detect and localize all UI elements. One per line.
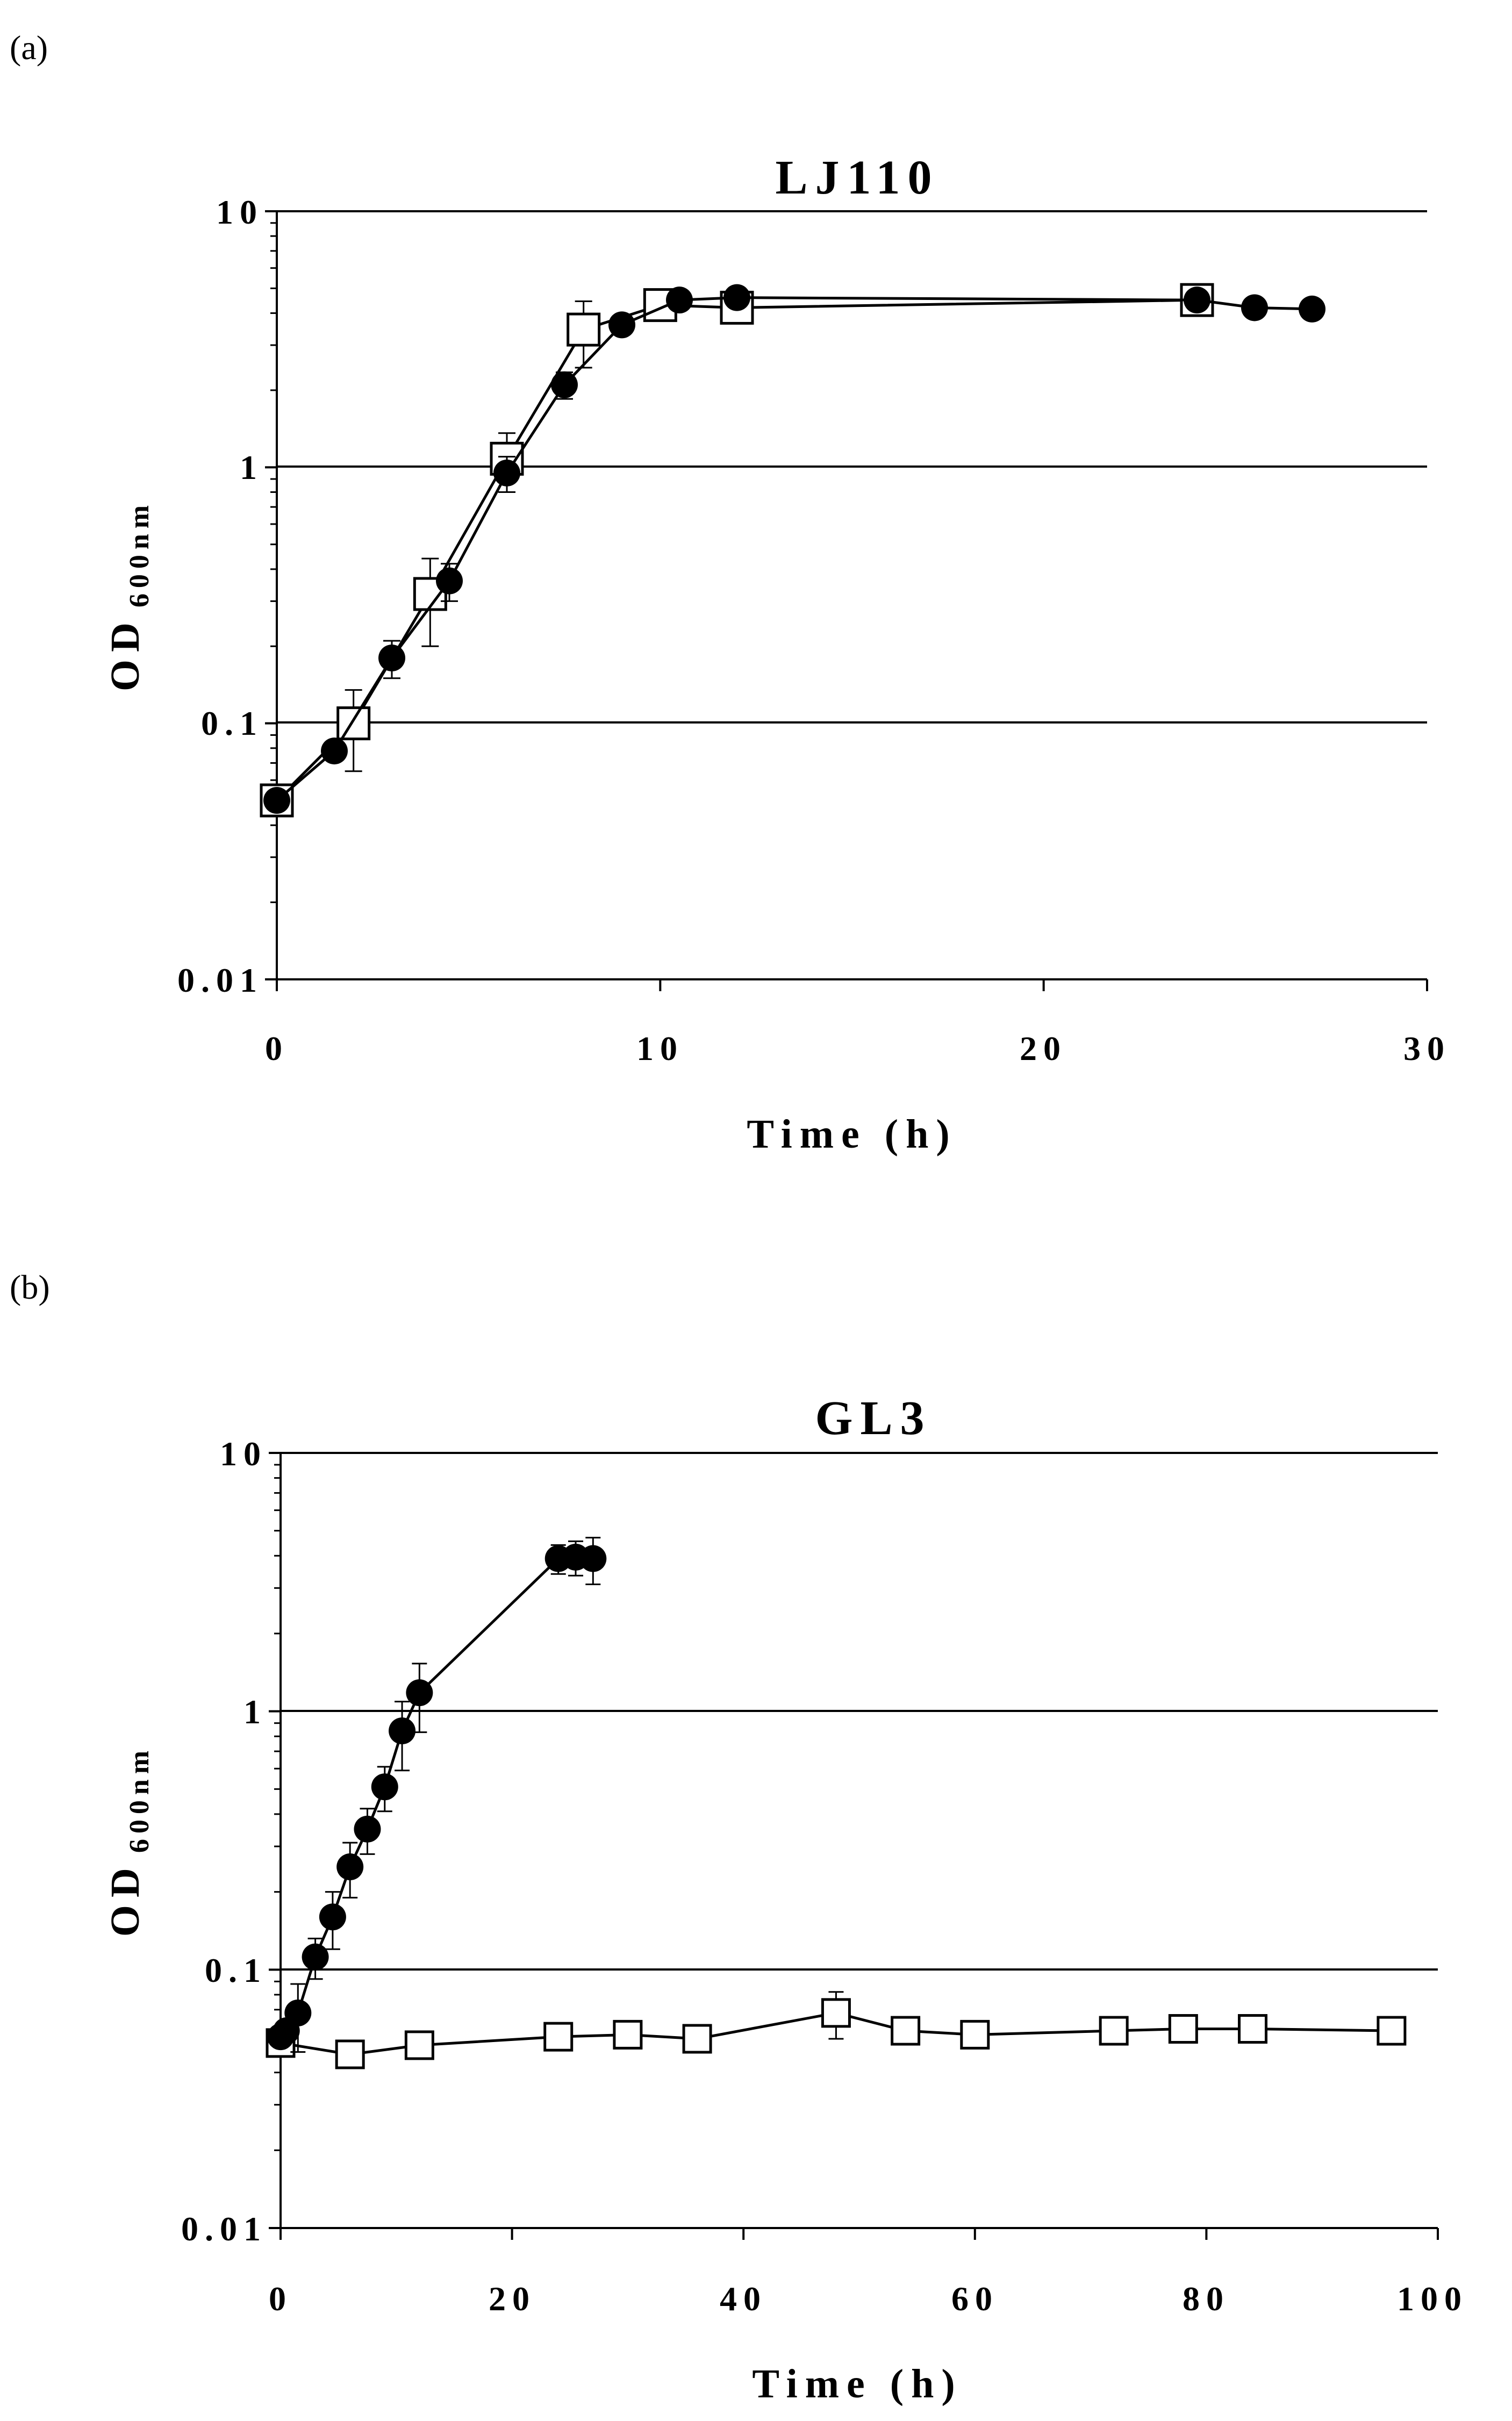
- data-point-circle: [1299, 295, 1325, 323]
- data-point-square: [567, 312, 601, 347]
- data-point-circle: [284, 1999, 312, 2026]
- panel-b-x-ticks: [280, 2228, 1439, 2240]
- panel-a: (a) LJ110 10 1 0.1 0.01 0 10 20 30 Time …: [10, 28, 1451, 1157]
- data-point-circle: [263, 787, 290, 814]
- panel-a-y-axis-title-main: OD: [103, 615, 148, 691]
- data-point-square: [613, 2019, 643, 2050]
- panel-a-label: (a): [10, 28, 48, 67]
- data-point-circle: [666, 286, 693, 314]
- data-point-circle: [579, 1545, 607, 1572]
- panel-b-xtick-label-0: 0: [269, 2280, 292, 2318]
- panel-b-xtick-label-20: 20: [489, 2280, 536, 2318]
- data-point-circle: [1241, 294, 1268, 321]
- panel-b-series: [266, 1537, 1407, 2069]
- data-point-circle: [336, 1853, 364, 1881]
- svg-text:OD 600nm: OD 600nm: [103, 1745, 155, 1937]
- panel-b-label: (b): [10, 1268, 50, 1306]
- panel-b-ytick-label-1: 1: [243, 1693, 267, 1731]
- panel-b: (b) GL3 10 1 0.1 0.01 0 20 40 60 80 100 …: [10, 1268, 1468, 2406]
- data-point-square: [682, 2024, 712, 2054]
- data-point-circle: [371, 1773, 398, 1801]
- data-point-circle: [1184, 286, 1210, 314]
- panel-a-xtick-label-0: 0: [265, 1029, 289, 1068]
- data-point-square: [1238, 2014, 1268, 2044]
- panel-a-x-axis-title: Time (h): [747, 1112, 957, 1157]
- panel-b-y-axis-title: OD 600nm: [103, 1745, 155, 1937]
- data-point-circle: [389, 1717, 416, 1745]
- data-point-square: [821, 1998, 851, 2028]
- data-point-square: [1168, 2014, 1198, 2044]
- panel-b-xtick-label-100: 100: [1397, 2280, 1468, 2318]
- panel-a-ytick-label-0.1: 0.1: [201, 704, 263, 742]
- panel-a-title: LJ110: [775, 151, 939, 204]
- panel-b-y-axis-title-subscript: 600nm: [124, 1745, 155, 1853]
- panel-b-series-squares: [266, 1991, 1407, 2069]
- panel-b-ytick-label-0.01: 0.01: [181, 2210, 267, 2248]
- data-point-square: [1099, 2016, 1129, 2046]
- panel-b-xtick-label-60: 60: [951, 2280, 999, 2318]
- panel-b-ytick-label-10: 10: [220, 1435, 267, 1473]
- panel-b-title: GL3: [815, 1392, 931, 1445]
- panel-a-series: [260, 283, 1325, 818]
- panel-b-y-ticks: [269, 1452, 281, 2229]
- data-point-circle: [406, 1679, 433, 1707]
- panel-b-y-axis-title-main: OD: [103, 1860, 148, 1937]
- data-point-circle: [608, 311, 635, 339]
- data-point-circle: [723, 284, 750, 311]
- data-point-square: [1377, 2016, 1407, 2046]
- panel-a-series-squares: [260, 283, 1214, 818]
- series-line: [276, 298, 1198, 801]
- panel-a-ytick-label-10: 10: [216, 193, 263, 231]
- data-point-square: [336, 706, 371, 741]
- series-line: [280, 1556, 593, 2038]
- data-point-square: [891, 2016, 921, 2046]
- panel-a-ytick-label-0.01: 0.01: [177, 961, 263, 999]
- panel-b-plot-area: [269, 1452, 1439, 2240]
- data-point-circle: [321, 737, 348, 765]
- data-point-circle: [319, 1903, 346, 1931]
- panel-a-series-circles: [263, 284, 1325, 814]
- data-point-circle: [378, 644, 405, 672]
- panel-b-x-axis-title: Time (h): [752, 2361, 962, 2406]
- data-point-square: [404, 2030, 434, 2060]
- data-point-circle: [302, 1943, 329, 1971]
- data-point-circle: [436, 567, 463, 594]
- data-point-square: [335, 2039, 365, 2069]
- panel-b-series-circles: [267, 1537, 607, 2053]
- data-point-square: [543, 2022, 574, 2052]
- panel-a-plot-area: [265, 210, 1428, 991]
- panel-a-xtick-label-30: 30: [1403, 1029, 1451, 1068]
- panel-a-y-axis-title-subscript: 600nm: [124, 500, 155, 607]
- data-point-circle: [493, 459, 520, 486]
- panel-a-xtick-label-20: 20: [1020, 1029, 1067, 1068]
- panel-b-xtick-label-40: 40: [720, 2280, 767, 2318]
- svg-text:OD 600nm: OD 600nm: [103, 500, 155, 691]
- panel-a-xtick-label-10: 10: [636, 1029, 684, 1068]
- data-point-circle: [551, 371, 578, 398]
- data-point-square: [960, 2019, 990, 2050]
- panel-a-y-axis-title: OD 600nm: [103, 500, 155, 691]
- panel-b-ytick-label-0.1: 0.1: [205, 1951, 267, 1989]
- series-line: [276, 296, 1313, 801]
- panel-a-ytick-label-1: 1: [240, 448, 263, 486]
- panel-b-xtick-label-80: 80: [1183, 2280, 1230, 2318]
- panel-a-y-ticks: [265, 210, 277, 980]
- data-point-circle: [354, 1815, 381, 1843]
- panel-a-x-ticks: [276, 979, 1428, 991]
